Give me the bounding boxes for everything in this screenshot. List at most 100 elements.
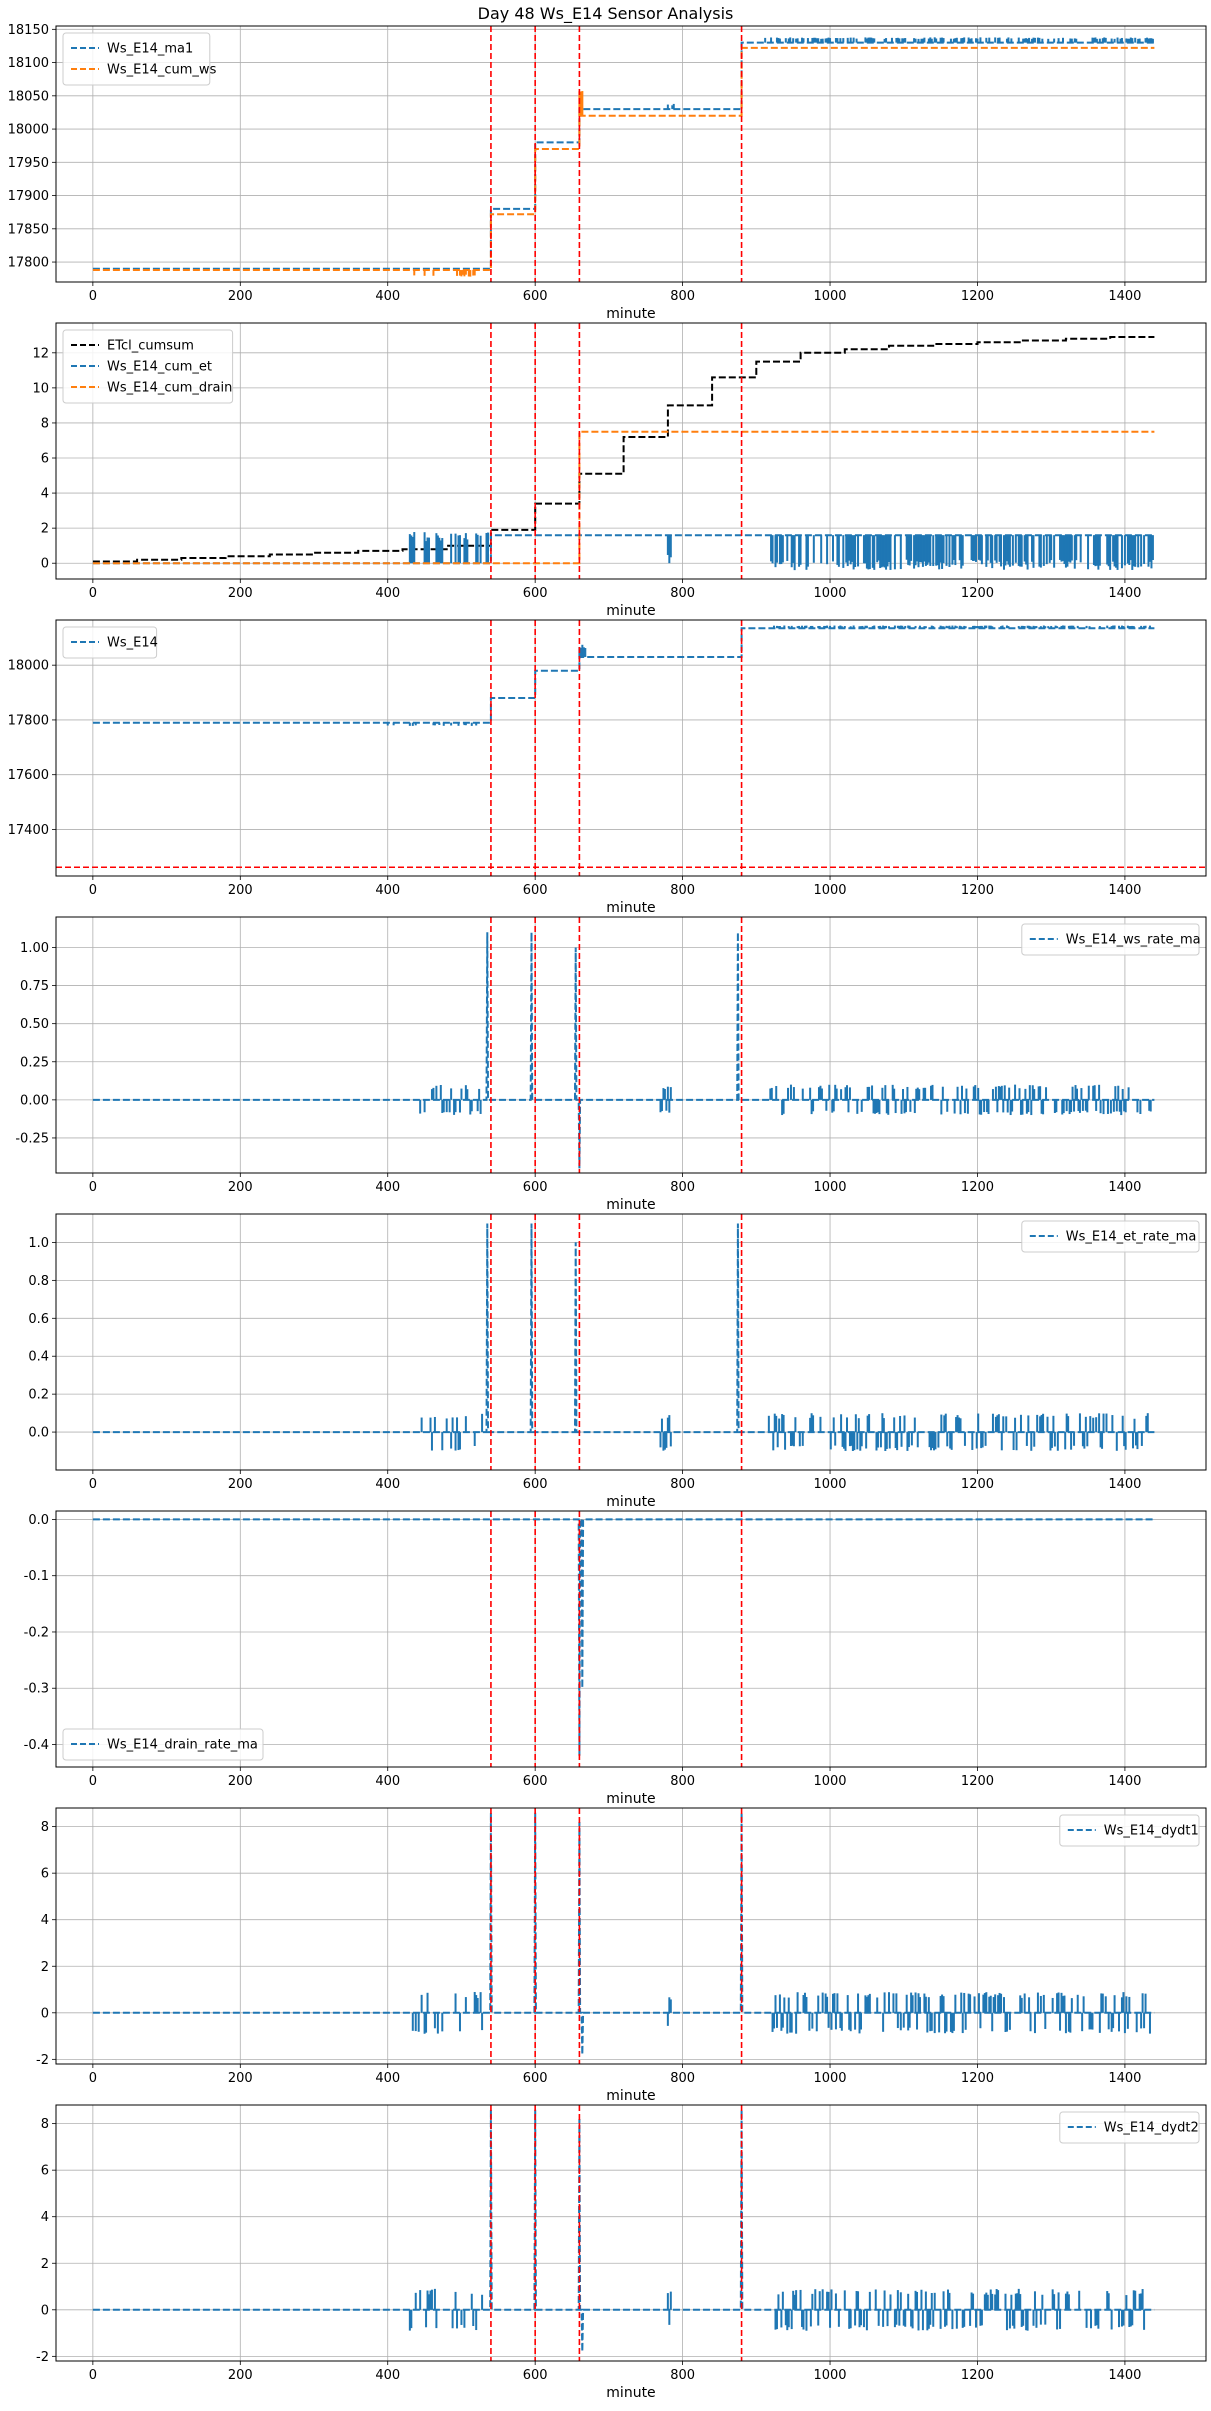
y-tick-label: 18050 [8,89,49,104]
legend-label: Ws_E14_cum_drain [107,381,232,396]
legend-label: Ws_E14_ma1 [107,42,193,57]
series-line [92,1518,1155,1756]
y-tick-label: 2 [41,2257,49,2272]
x-tick-label: 200 [228,883,253,898]
x-tick-label: 1000 [813,2071,846,2086]
series-line [92,2109,1155,2352]
x-tick-label: 0 [89,2071,97,2086]
x-axis-label: minute [606,1197,655,1213]
y-tick-label: 18100 [8,56,49,71]
series-line [92,336,1155,563]
axes-frame [55,2104,1207,2362]
x-tick-label: 400 [375,2071,400,2086]
x-tick-label: 800 [670,883,695,898]
legend-label: Ws_E14_drain_rate_ma [107,1738,258,1753]
x-tick-label: 200 [228,289,253,304]
x-tick-label: 1400 [1108,1774,1141,1789]
legend-box [1021,1220,1200,1253]
subplot-8: 0 200 400 600 800 1000 1200 1400 -2 0 2 4 6 8 minute Ws… [36,2104,1207,2401]
y-tick-label: 8 [41,2117,49,2132]
x-tick-label: 1400 [1108,289,1141,304]
legend-box [1059,2111,1200,2144]
x-tick-label: 400 [375,289,400,304]
x-tick-label: 800 [670,1774,695,1789]
x-tick-label: 800 [670,2368,695,2383]
x-tick-label: 1200 [961,289,994,304]
legend-label: Ws_E14_et_rate_ma [1066,1230,1197,1245]
x-axis-label: minute [606,1494,655,1510]
series-line [92,932,1155,1169]
plot-area [92,1214,1155,1470]
legend: Ws_E14_drain_rate_ma [62,1728,264,1761]
y-tick-label: 8 [41,1820,49,1835]
axes-frame [55,25,1207,283]
x-tick-label: 1400 [1108,883,1141,898]
x-tick-label: 1400 [1108,2071,1141,2086]
legend-box [1021,923,1200,956]
x-tick-label: 0 [89,1180,97,1195]
x-tick-label: 400 [375,1180,400,1195]
legend: Ws_E14 [62,626,158,659]
axes-frame [55,619,1207,877]
x-tick-label: 1200 [961,883,994,898]
y-tick-label: 2 [41,522,49,537]
series-line [92,46,1155,271]
series-line [92,1812,1155,2055]
y-tick-label: -2 [36,2053,49,2068]
legend-label: ETcl_cumsum [107,339,194,354]
x-tick-label: 200 [228,1774,253,1789]
plot-area [92,2105,1155,2361]
series-line [92,41,1155,270]
x-tick-label: 400 [375,883,400,898]
y-tick-label: 18150 [8,23,49,38]
legend-label: Ws_E14_cum_ws [107,63,217,78]
x-axis-label: minute [606,306,655,322]
x-tick-label: 600 [523,883,548,898]
x-tick-label: 1000 [813,2368,846,2383]
x-tick-label: 200 [228,1477,253,1492]
x-tick-label: 800 [670,1477,695,1492]
axes-frame [55,1213,1207,1471]
y-tick-label: 2 [41,1960,49,1975]
subplot-2: 0 200 400 600 800 1000 1200 1400 0 2 4 6 8 10 12 minute… [32,322,1207,619]
x-tick-label: 200 [228,2071,253,2086]
plot-area [92,1808,1155,2064]
x-tick-label: 200 [228,1180,253,1195]
legend-box [62,329,234,404]
y-tick-label: 17800 [8,713,49,728]
x-tick-label: 1200 [961,1180,994,1195]
y-tick-label: 0.00 [20,1093,49,1108]
x-tick-label: 1000 [813,586,846,601]
y-tick-label: 17800 [8,256,49,271]
y-tick-label: 0.2 [28,1388,49,1403]
legend-label: Ws_E14_ws_rate_ma [1066,933,1201,948]
plot-area [56,620,1206,876]
x-tick-label: 1400 [1108,1477,1141,1492]
legend-label: Ws_E14_cum_et [107,360,212,375]
y-tick-label: 0 [41,557,49,572]
legend-label: Ws_E14_dydt1 [1104,1824,1199,1839]
y-tick-label: 0 [41,2006,49,2021]
legend-box [62,626,158,659]
series-line [92,1223,1155,1434]
x-tick-label: 600 [523,586,548,601]
subplot-6: 0 200 400 600 800 1000 1200 1400 -0.4 -0.3 -0.2 -0.… [24,1510,1207,1807]
y-tick-label: 17900 [8,189,49,204]
x-tick-label: 1200 [961,1477,994,1492]
figure-title: Day 48 Ws_E14 Sensor Analysis [477,4,734,23]
y-tick-label: 1.00 [20,941,49,956]
x-tick-label: 1000 [813,883,846,898]
x-axis-label: minute [606,603,655,619]
x-tick-label: 0 [89,883,97,898]
x-tick-label: 0 [89,289,97,304]
x-tick-label: 600 [523,1774,548,1789]
x-tick-label: 1200 [961,1774,994,1789]
subplot-5: 0 200 400 600 800 1000 1200 1400 0.0 0.2 0.4 0.6 0.8… [28,1213,1207,1510]
x-tick-label: 1000 [813,1774,846,1789]
x-tick-label: 400 [375,1477,400,1492]
x-tick-label: 400 [375,586,400,601]
y-tick-label: 0.25 [20,1055,49,1070]
axes-frame [55,1807,1207,2065]
axes-frame [55,1510,1207,1768]
y-tick-label: 4 [41,1913,49,1928]
